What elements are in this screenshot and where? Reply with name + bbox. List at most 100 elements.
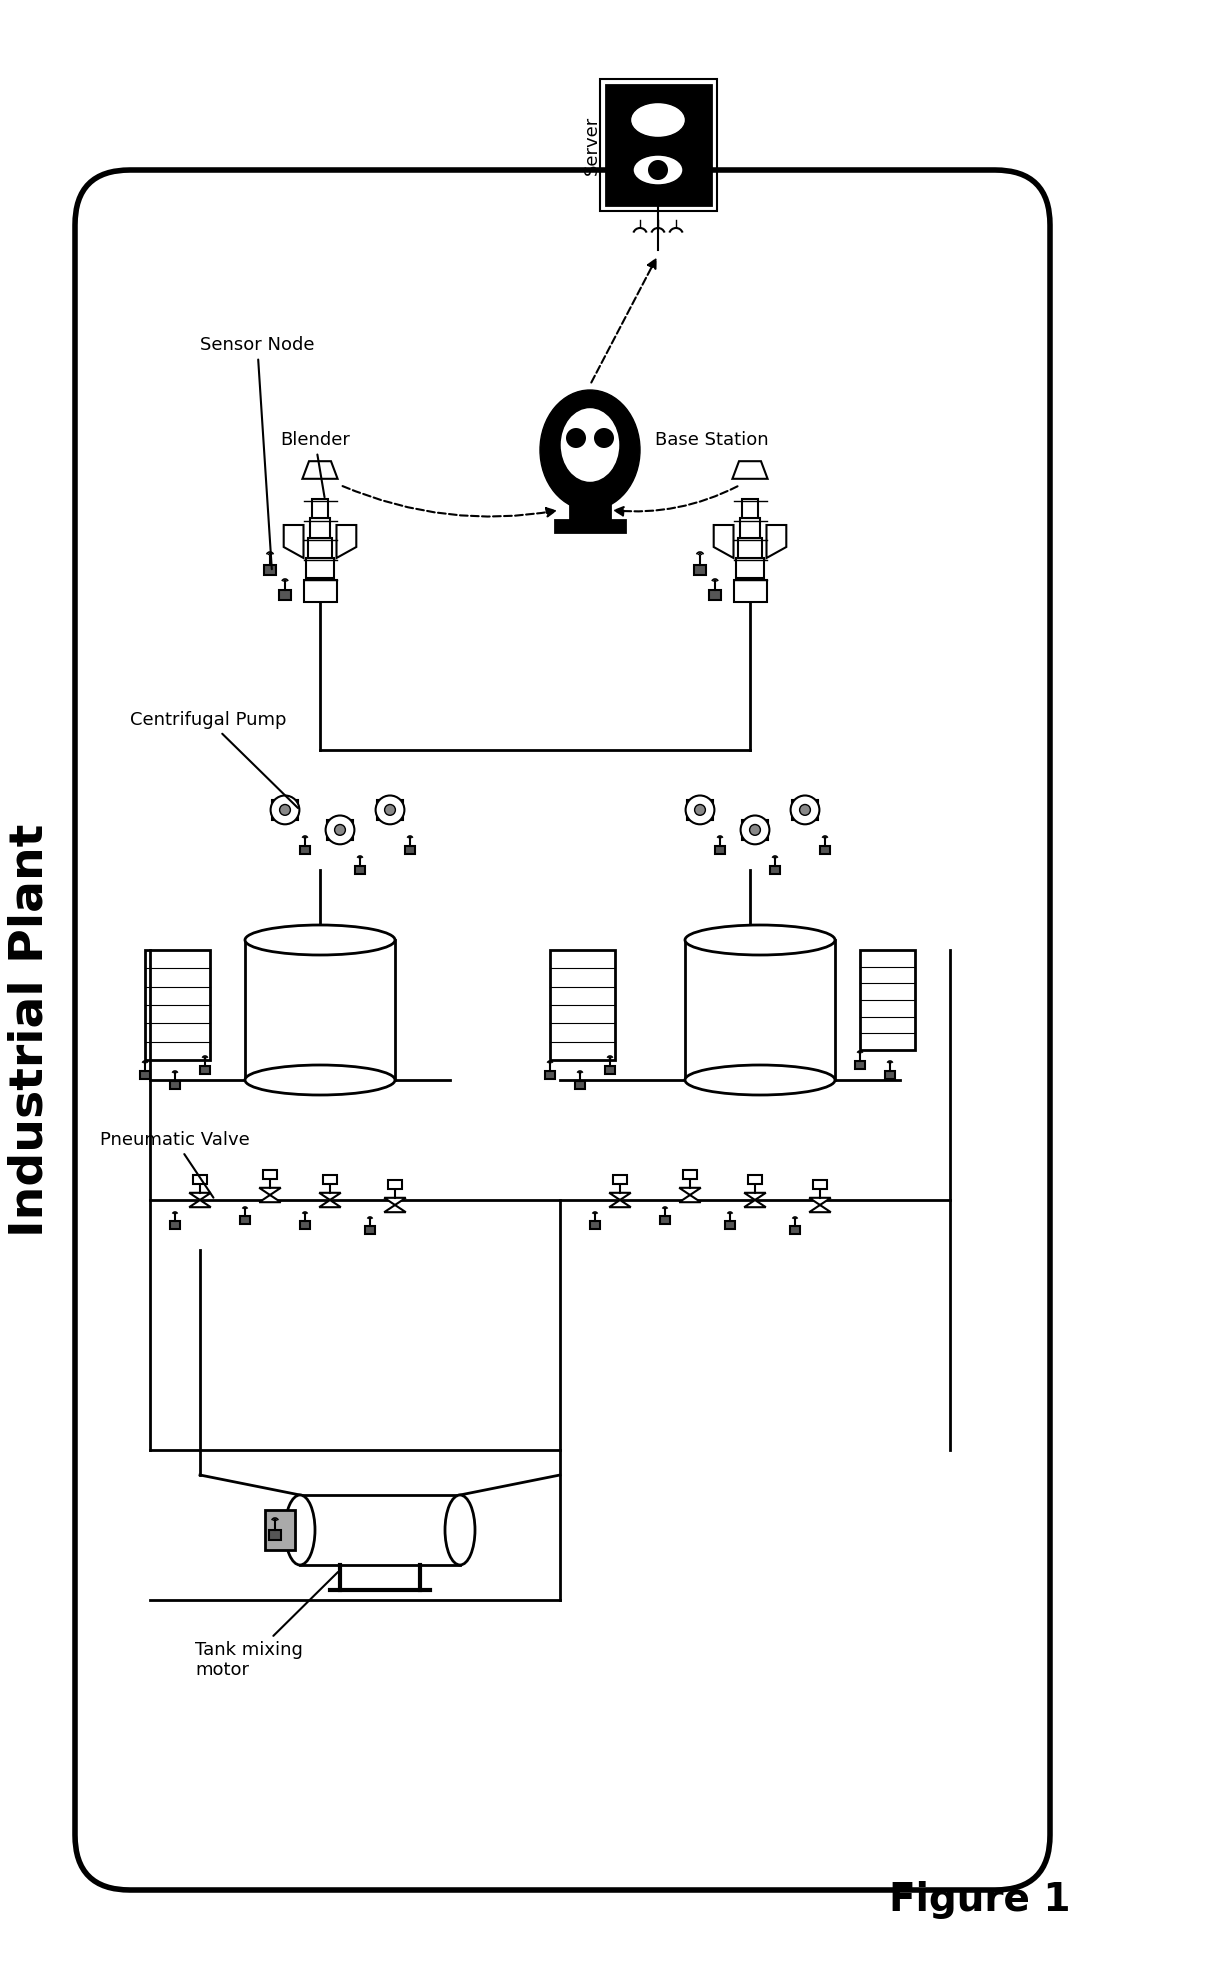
Bar [265, 1510, 295, 1549]
Bar [323, 1175, 337, 1185]
Text: Sensor Node: Sensor Node [200, 335, 315, 570]
Text: Pneumatic Valve: Pneumatic Valve [100, 1131, 249, 1198]
Bar [388, 1181, 402, 1189]
Bar [300, 1494, 460, 1565]
Polygon shape [713, 524, 734, 558]
Polygon shape [302, 461, 337, 479]
Bar [241, 1216, 249, 1224]
Ellipse shape [445, 1494, 475, 1565]
Bar [790, 1226, 800, 1234]
Bar [821, 846, 830, 853]
Circle shape [800, 804, 811, 816]
Bar [860, 950, 915, 1051]
Bar [660, 1216, 670, 1224]
Polygon shape [766, 524, 787, 558]
Bar [264, 564, 276, 576]
Bar [300, 1222, 310, 1228]
Circle shape [686, 796, 715, 824]
Circle shape [790, 796, 819, 824]
Ellipse shape [245, 1064, 395, 1096]
Bar [308, 538, 333, 558]
Bar [170, 1080, 180, 1090]
Bar [193, 1175, 207, 1185]
Bar [740, 518, 760, 538]
Bar [683, 1171, 698, 1179]
Circle shape [376, 796, 405, 824]
Bar [725, 1222, 735, 1228]
Bar [272, 800, 298, 820]
Bar [736, 558, 764, 578]
Text: Centrifugal Pump: Centrifugal Pump [130, 712, 298, 808]
Ellipse shape [560, 408, 621, 483]
Bar [590, 1222, 600, 1228]
Text: Server: Server [583, 116, 601, 175]
Bar [556, 520, 625, 532]
Bar [549, 950, 615, 1060]
Bar [280, 589, 290, 599]
Bar [170, 1222, 180, 1228]
Bar [600, 79, 717, 211]
Bar [770, 865, 780, 875]
Text: Base Station: Base Station [656, 432, 769, 449]
Bar [710, 589, 721, 599]
Ellipse shape [540, 390, 640, 510]
Text: Blender: Blender [280, 432, 349, 497]
Polygon shape [259, 1189, 281, 1202]
Bar [570, 505, 610, 524]
Ellipse shape [245, 924, 395, 956]
Text: Figure 1: Figure 1 [889, 1880, 1071, 1920]
Ellipse shape [286, 1494, 315, 1565]
Ellipse shape [684, 1064, 835, 1096]
Polygon shape [810, 1198, 830, 1212]
Bar [737, 538, 762, 558]
Polygon shape [283, 524, 304, 558]
Circle shape [384, 804, 395, 816]
Bar [405, 846, 415, 853]
Bar [140, 1070, 149, 1080]
Bar [687, 800, 712, 820]
Bar [312, 499, 328, 518]
Bar [304, 579, 336, 601]
Bar [355, 865, 365, 875]
Text: Tank mixing
motor: Tank mixing motor [195, 1573, 339, 1679]
Polygon shape [733, 461, 768, 479]
Bar [310, 518, 330, 538]
Circle shape [271, 796, 299, 824]
Circle shape [741, 816, 770, 844]
Bar [306, 558, 334, 578]
Bar [575, 1080, 584, 1090]
FancyBboxPatch shape [75, 170, 1050, 1890]
Ellipse shape [684, 924, 835, 956]
Bar [606, 85, 711, 205]
Circle shape [594, 428, 615, 447]
Polygon shape [336, 524, 357, 558]
Bar [605, 1066, 615, 1074]
Circle shape [325, 816, 354, 844]
Bar [856, 1060, 865, 1068]
Circle shape [566, 428, 586, 447]
Bar [245, 940, 395, 1080]
Circle shape [648, 160, 668, 179]
Ellipse shape [630, 102, 686, 138]
Bar [269, 1529, 281, 1539]
Polygon shape [384, 1198, 406, 1212]
Bar [613, 1175, 627, 1185]
Bar [328, 820, 353, 840]
Bar [742, 820, 768, 840]
Circle shape [750, 824, 760, 836]
Bar [200, 1066, 210, 1074]
Bar [145, 950, 210, 1060]
Polygon shape [319, 1192, 341, 1206]
Bar [694, 564, 706, 576]
Bar [377, 800, 402, 820]
Bar [886, 1070, 895, 1080]
Polygon shape [680, 1189, 701, 1202]
Polygon shape [610, 1192, 630, 1206]
Bar [813, 1181, 827, 1189]
Circle shape [280, 804, 290, 816]
Bar [715, 846, 725, 853]
Bar [365, 1226, 375, 1234]
Bar [748, 1175, 763, 1185]
Circle shape [694, 804, 705, 816]
Bar [300, 846, 310, 853]
